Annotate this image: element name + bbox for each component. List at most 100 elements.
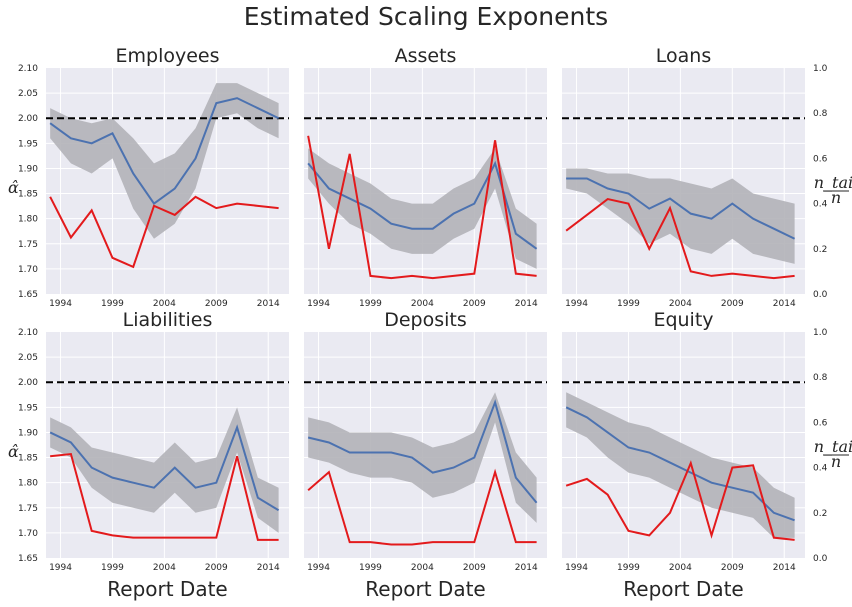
left-y-tick-label: 1.70	[18, 529, 38, 539]
tail-axis-label-denominator: n	[831, 452, 841, 471]
alpha-series-line	[49, 424, 280, 512]
tail-fraction-series-line	[565, 460, 795, 541]
left-y-tick-label: 2.05	[18, 353, 38, 363]
x-tick-label: 2014	[773, 299, 796, 309]
x-tick-label: 1994	[307, 563, 330, 573]
left-y-tick-label: 1.85	[18, 190, 38, 200]
panel-title: Deposits	[384, 309, 467, 331]
x-tick-label: 2014	[257, 563, 280, 573]
confidence-band	[308, 148, 537, 269]
panel-title: Assets	[395, 45, 457, 67]
right-y-tick-label: 0.6	[813, 418, 828, 428]
tail-fraction-series-line	[307, 468, 537, 546]
confidence-band	[50, 407, 279, 533]
x-tick-label: 1999	[101, 299, 124, 309]
left-y-tick-label: 2.10	[18, 328, 38, 338]
x-tick-label: 1999	[617, 299, 640, 309]
x-axis-label: Report Date	[107, 577, 227, 601]
x-tick-label: 1994	[307, 299, 330, 309]
x-axis-label: Report Date	[365, 577, 485, 601]
right-y-tick-label: 1.0	[813, 64, 828, 74]
left-y-tick-label: 1.85	[18, 454, 38, 464]
tail-axis-label-numerator: n_tail	[814, 437, 852, 456]
panel-title: Equity	[653, 309, 713, 331]
left-y-tick-label: 1.95	[18, 139, 38, 149]
right-y-tick-label: 0.4	[813, 464, 828, 474]
left-y-tick-label: 1.65	[18, 290, 38, 300]
x-tick-label: 2009	[463, 563, 486, 573]
x-tick-label: 2014	[257, 299, 280, 309]
panel-equity: Equity 1994 1999 2004 2009 2014 Report Date 0.0…	[562, 309, 852, 601]
x-tick-label: 2009	[721, 563, 744, 573]
right-y-tick-label: 0.8	[813, 373, 828, 383]
alpha-series-line	[565, 406, 795, 522]
x-tick-label: 1994	[49, 299, 72, 309]
alpha-axis-label: α̂	[8, 178, 19, 197]
x-tick-label: 1994	[565, 299, 588, 309]
x-tick-label: 1999	[359, 299, 382, 309]
x-tick-label: 1999	[359, 563, 382, 573]
x-tick-label: 1994	[49, 563, 72, 573]
tail-fraction-series-line	[49, 195, 279, 269]
panel-title: Liabilities	[123, 309, 213, 331]
x-tick-label: 2014	[773, 563, 796, 573]
x-axis-label: Report Date	[623, 577, 743, 601]
tail-axis-label-denominator: n	[831, 188, 841, 207]
confidence-band	[50, 83, 279, 239]
right-y-tick-label: 0.0	[813, 290, 828, 300]
left-y-tick-label: 1.90	[18, 164, 38, 174]
tail-fraction-series-line	[565, 198, 795, 280]
x-tick-label: 2004	[669, 299, 692, 309]
right-y-tick-label: 1.0	[813, 328, 828, 338]
panel-title: Loans	[656, 45, 711, 67]
x-tick-label: 2009	[205, 563, 228, 573]
x-tick-label: 2009	[721, 299, 744, 309]
left-y-tick-label: 1.65	[18, 554, 38, 564]
left-y-tick-label: 2.10	[18, 64, 38, 74]
left-y-tick-label: 2.00	[18, 378, 38, 388]
right-y-tick-label: 0.4	[813, 200, 828, 210]
left-y-tick-label: 1.70	[18, 265, 38, 275]
alpha-axis-label: α̂	[8, 442, 19, 461]
tail-axis-label-numerator: n_tail	[814, 173, 852, 192]
x-tick-label: 2004	[411, 299, 434, 309]
alpha-series-line	[307, 399, 538, 504]
panel-deposits: Deposits 1994 1999 2004 2009 2014 Report Date	[304, 309, 547, 601]
right-y-tick-label: 0.2	[813, 509, 827, 519]
x-tick-label: 2014	[515, 299, 538, 309]
left-y-tick-label: 2.05	[18, 89, 38, 99]
left-y-tick-label: 1.80	[18, 215, 38, 225]
x-tick-label: 2004	[669, 563, 692, 573]
x-tick-label: 1994	[565, 563, 588, 573]
panel-title: Employees	[116, 45, 220, 67]
x-tick-label: 1999	[617, 563, 640, 573]
tail-fraction-series-line	[50, 452, 279, 541]
x-tick-label: 2004	[153, 563, 176, 573]
left-y-tick-label: 1.80	[18, 479, 38, 489]
left-y-tick-label: 1.75	[18, 504, 38, 514]
left-y-tick-label: 1.90	[18, 428, 38, 438]
confidence-band	[566, 392, 795, 538]
right-y-tick-label: 0.8	[813, 109, 828, 119]
right-y-tick-label: 0.2	[813, 245, 827, 255]
alpha-series-line	[49, 97, 280, 206]
x-tick-label: 2014	[515, 563, 538, 573]
alpha-series-line	[566, 177, 796, 240]
confidence-band	[308, 392, 537, 523]
panel-assets: Assets 1994 1999 2004 2009 2014	[304, 45, 547, 309]
x-tick-label: 2009	[463, 299, 486, 309]
left-y-tick-label: 1.75	[18, 240, 38, 250]
x-tick-label: 2004	[411, 563, 434, 573]
figure-title: Estimated Scaling Exponents	[243, 2, 609, 31]
alpha-series-line	[307, 160, 538, 250]
panel-liabilities: Liabilities 1994 1999 2004 2009 2014 Report Da…	[8, 309, 289, 601]
left-y-tick-label: 2.00	[18, 114, 38, 124]
right-y-tick-label: 0.0	[813, 554, 828, 564]
x-tick-label: 2004	[153, 299, 176, 309]
tail-fraction-series-line	[307, 135, 537, 280]
x-tick-label: 2009	[205, 299, 228, 309]
panel-employees: Employees 1994 1999 2004 2009 2014 1.65 1.70 1.7…	[8, 45, 289, 309]
x-tick-label: 1999	[101, 563, 124, 573]
left-y-tick-label: 1.95	[18, 403, 38, 413]
